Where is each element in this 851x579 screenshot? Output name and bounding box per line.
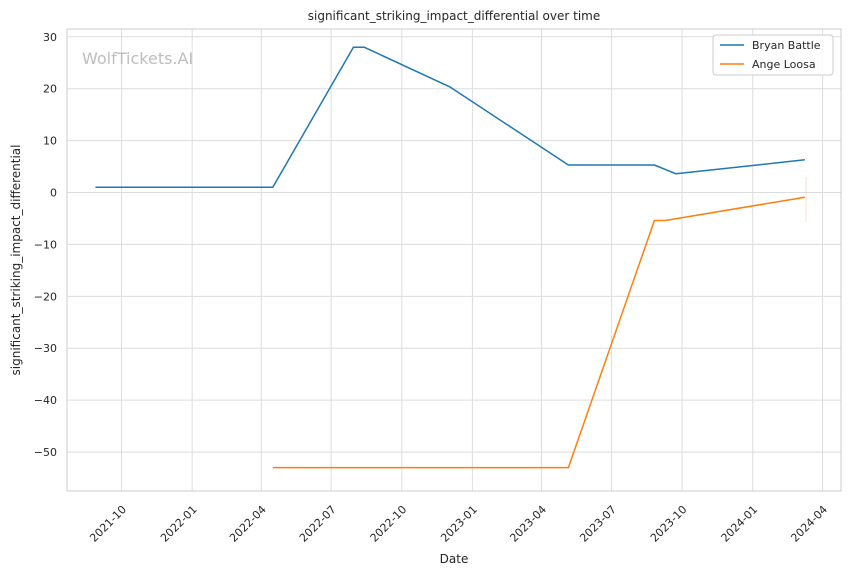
series-lines (95, 46, 806, 469)
x-axis-label: Date (440, 552, 469, 566)
y-tick-label: 10 (43, 135, 57, 148)
y-tick-label: −40 (34, 394, 57, 407)
y-tick-label: 20 (43, 83, 57, 96)
y-tick-label: −20 (34, 290, 57, 303)
legend: Bryan Battle Ange Loosa (712, 34, 834, 76)
watermark: WolfTickets.AI (82, 49, 193, 68)
grid (67, 29, 841, 491)
series-line-bryan-battle (95, 46, 805, 189)
y-tick-label: −50 (34, 446, 57, 459)
legend-label-bryan-battle: Bryan Battle (752, 39, 821, 52)
chart-title: significant_striking_impact_differential… (308, 9, 600, 23)
y-tick-label: 30 (43, 31, 57, 44)
plot-frame (66, 28, 842, 492)
y-axis-label: significant_striking_impact_differential (9, 145, 23, 376)
legend-label-ange-loosa: Ange Loosa (752, 58, 816, 71)
y-tick-label: 0 (50, 187, 57, 200)
series-line-ange-loosa (272, 196, 806, 469)
y-tick-label: −30 (34, 342, 57, 355)
y-tick-label: −10 (34, 238, 57, 251)
y-tick-labels: 30 20 10 0 −10 −20 −30 −40 −50 (34, 31, 57, 459)
